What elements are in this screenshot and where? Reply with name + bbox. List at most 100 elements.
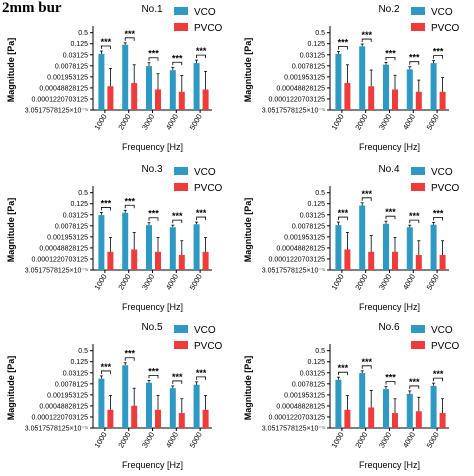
y-axis-label: Magnitude [Pa] (6, 356, 16, 421)
significance-label: *** (101, 37, 112, 47)
x-tick-label: 5000 (425, 113, 441, 132)
significance-label: *** (172, 211, 183, 221)
legend-label-pvco: PVCO (431, 23, 460, 34)
legend-label-vco: VCO (431, 7, 453, 18)
significance-bracket (409, 61, 420, 65)
significance-label: *** (172, 372, 183, 382)
bar-vco-5000 (430, 224, 437, 270)
significance-bracket (172, 219, 183, 224)
bar-vco-4000 (406, 227, 413, 270)
bar-pvco-2000 (368, 251, 375, 270)
legend-swatch-pvco (411, 183, 425, 191)
x-axis-label: Frequency [Hz] (122, 142, 183, 152)
bar-pvco-4000 (415, 411, 422, 428)
bar-pvco-5000 (439, 413, 446, 428)
x-tick-label: 3000 (377, 113, 393, 132)
x-axis-label: Frequency [Hz] (122, 302, 183, 312)
y-tick-label: 0.0078125 (292, 63, 325, 70)
bar-vco-2000 (122, 212, 129, 270)
legend-label-vco: VCO (431, 167, 453, 178)
legend-label-vco: VCO (194, 167, 216, 178)
significance-label: *** (433, 47, 444, 57)
significance-label: *** (409, 377, 420, 387)
x-tick-label: 2000 (353, 113, 369, 132)
bar-pvco-5000 (202, 251, 209, 270)
y-axis-label: Magnitude [Pa] (6, 198, 16, 263)
significance-label: *** (101, 362, 112, 372)
significance-label: *** (148, 366, 159, 376)
significance-label: *** (409, 53, 420, 63)
x-tick-label: 4000 (164, 113, 180, 132)
legend-label-vco: VCO (194, 7, 216, 18)
significance-bracket (409, 219, 420, 224)
y-tick-label: 3.0517578125×10⁻⁵ (25, 268, 88, 275)
chart-title: No.1 (141, 4, 163, 15)
y-tick-label: 3.0517578125×10⁻⁵ (262, 426, 325, 433)
significance-label: *** (409, 211, 420, 221)
x-tick-label: 2000 (116, 431, 132, 450)
chart-title: No.5 (141, 322, 163, 333)
x-tick-label: 1000 (92, 273, 108, 292)
bar-vco-3000 (383, 223, 389, 270)
y-tick-label: 3.0517578125×10⁻⁵ (25, 426, 88, 433)
x-tick-label: 3000 (377, 431, 393, 450)
x-tick-label: 2000 (353, 273, 369, 292)
significance-bracket (338, 216, 348, 221)
x-axis-label: Frequency [Hz] (122, 460, 183, 470)
x-axis-label: Frequency [Hz] (359, 302, 420, 312)
x-tick-label: 3000 (140, 113, 156, 132)
bar-pvco-4000 (178, 255, 185, 270)
y-tick-label: 0.125 (307, 41, 325, 48)
x-tick-label: 1000 (329, 113, 345, 132)
bar-pvco-2000 (131, 405, 138, 428)
chart-panel-no4: No.4 Magnitude [Pa] 0.5 0.125 0.03125 0.00781… (243, 164, 460, 312)
x-tick-label: 3000 (140, 273, 156, 292)
y-tick-label: 3.0517578125×10⁻⁵ (25, 108, 88, 115)
bar-vco-1000 (98, 215, 105, 270)
y-tick-label: 0.125 (70, 41, 88, 48)
bar-pvco-1000 (107, 251, 114, 270)
y-tick-label: 0.00048828125 (39, 85, 88, 92)
bar-vco-1000 (335, 379, 342, 428)
bar-vco-4000 (169, 70, 176, 110)
bar-pvco-4000 (178, 91, 185, 110)
bar-pvco-1000 (107, 86, 114, 110)
x-tick-label: 5000 (188, 273, 204, 292)
significance-label: *** (196, 368, 207, 378)
bar-vco-1000 (335, 225, 342, 270)
y-tick-label: 0.125 (70, 359, 88, 366)
significance-bracket (361, 365, 372, 369)
bar-vco-3000 (146, 382, 152, 428)
bar-vco-5000 (193, 224, 200, 270)
bar-pvco-4000 (178, 413, 185, 428)
x-tick-label: 3000 (140, 431, 156, 450)
significance-label: *** (433, 369, 444, 379)
bar-vco-2000 (359, 373, 366, 428)
significance-label: *** (361, 189, 372, 199)
significance-bracket (101, 370, 111, 374)
x-tick-label: 2000 (116, 273, 132, 292)
x-tick-label: 1000 (92, 431, 108, 450)
significance-bracket (361, 38, 372, 43)
y-tick-label: 0.125 (307, 201, 325, 208)
significance-bracket (124, 204, 135, 209)
significance-label: *** (338, 38, 349, 48)
bar-pvco-1000 (107, 409, 114, 428)
bar-vco-1000 (335, 53, 342, 110)
significance-label: *** (124, 29, 135, 39)
significance-bracket (196, 54, 206, 59)
bar-pvco-1000 (344, 249, 351, 270)
y-tick-label: 0.5 (78, 190, 88, 197)
significance-label: *** (385, 207, 396, 217)
x-tick-label: 1000 (92, 113, 108, 132)
bar-vco-2000 (359, 205, 366, 270)
significance-bracket (196, 216, 206, 221)
bar-vco-4000 (169, 388, 176, 428)
bar-vco-5000 (193, 384, 200, 428)
significance-bracket (124, 37, 135, 41)
chart-panel-no3: No.3 Magnitude [Pa] 0.5 0.125 0.03125 0.00781… (6, 164, 223, 312)
significance-bracket (148, 374, 159, 379)
significance-bracket (385, 215, 396, 220)
y-tick-label: 0.5 (78, 348, 88, 355)
legend-label-pvco: PVCO (431, 183, 460, 194)
